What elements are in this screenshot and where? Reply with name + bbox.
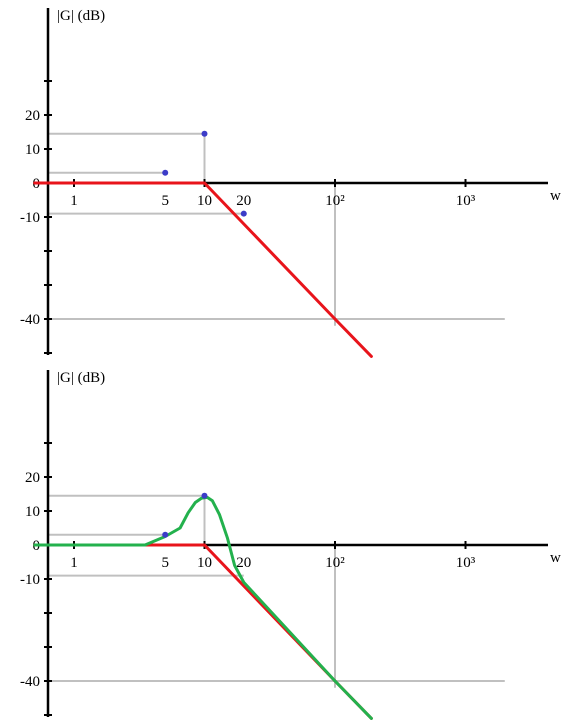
y-tick-label: 10 (25, 504, 40, 520)
x-tick-label: 20 (236, 555, 251, 571)
x-tick-label: 1 (70, 555, 78, 571)
y-tick-label: -10 (20, 572, 40, 588)
x-tick-label: 10³ (456, 555, 476, 571)
x-tick-label: 5 (161, 193, 169, 209)
y-tick-label: 10 (25, 142, 40, 158)
x-tick-label: 10² (325, 555, 345, 571)
data-point-marker (162, 169, 169, 176)
data-point-marker (162, 531, 169, 538)
y-tick-label: 20 (25, 108, 40, 124)
data-point-marker (201, 492, 208, 499)
x-tick-label: 1 (70, 193, 78, 209)
x-tick-label: 20 (236, 193, 251, 209)
y-tick-label: -10 (20, 210, 40, 226)
x-tick-label: 10² (325, 193, 345, 209)
y-tick-label: -40 (20, 312, 40, 328)
x-tick-label: 5 (161, 555, 169, 571)
data-point-marker (201, 130, 208, 137)
x-tick-label: 10 (197, 193, 212, 209)
asymptote-line (33, 543, 373, 720)
x-tick-label: 10³ (456, 193, 476, 209)
asymptote-line (33, 181, 373, 358)
y-tick-label: 20 (25, 470, 40, 486)
y-axis-title: |G| (dB) (57, 370, 105, 386)
x-axis-title: w (550, 550, 561, 566)
exact-response-curve (33, 495, 373, 720)
data-point-marker (240, 210, 247, 217)
x-tick-label: 10 (197, 555, 212, 571)
x-axis-title: w (550, 188, 561, 204)
y-axis-title: |G| (dB) (57, 8, 105, 24)
y-tick-label: -40 (20, 674, 40, 690)
